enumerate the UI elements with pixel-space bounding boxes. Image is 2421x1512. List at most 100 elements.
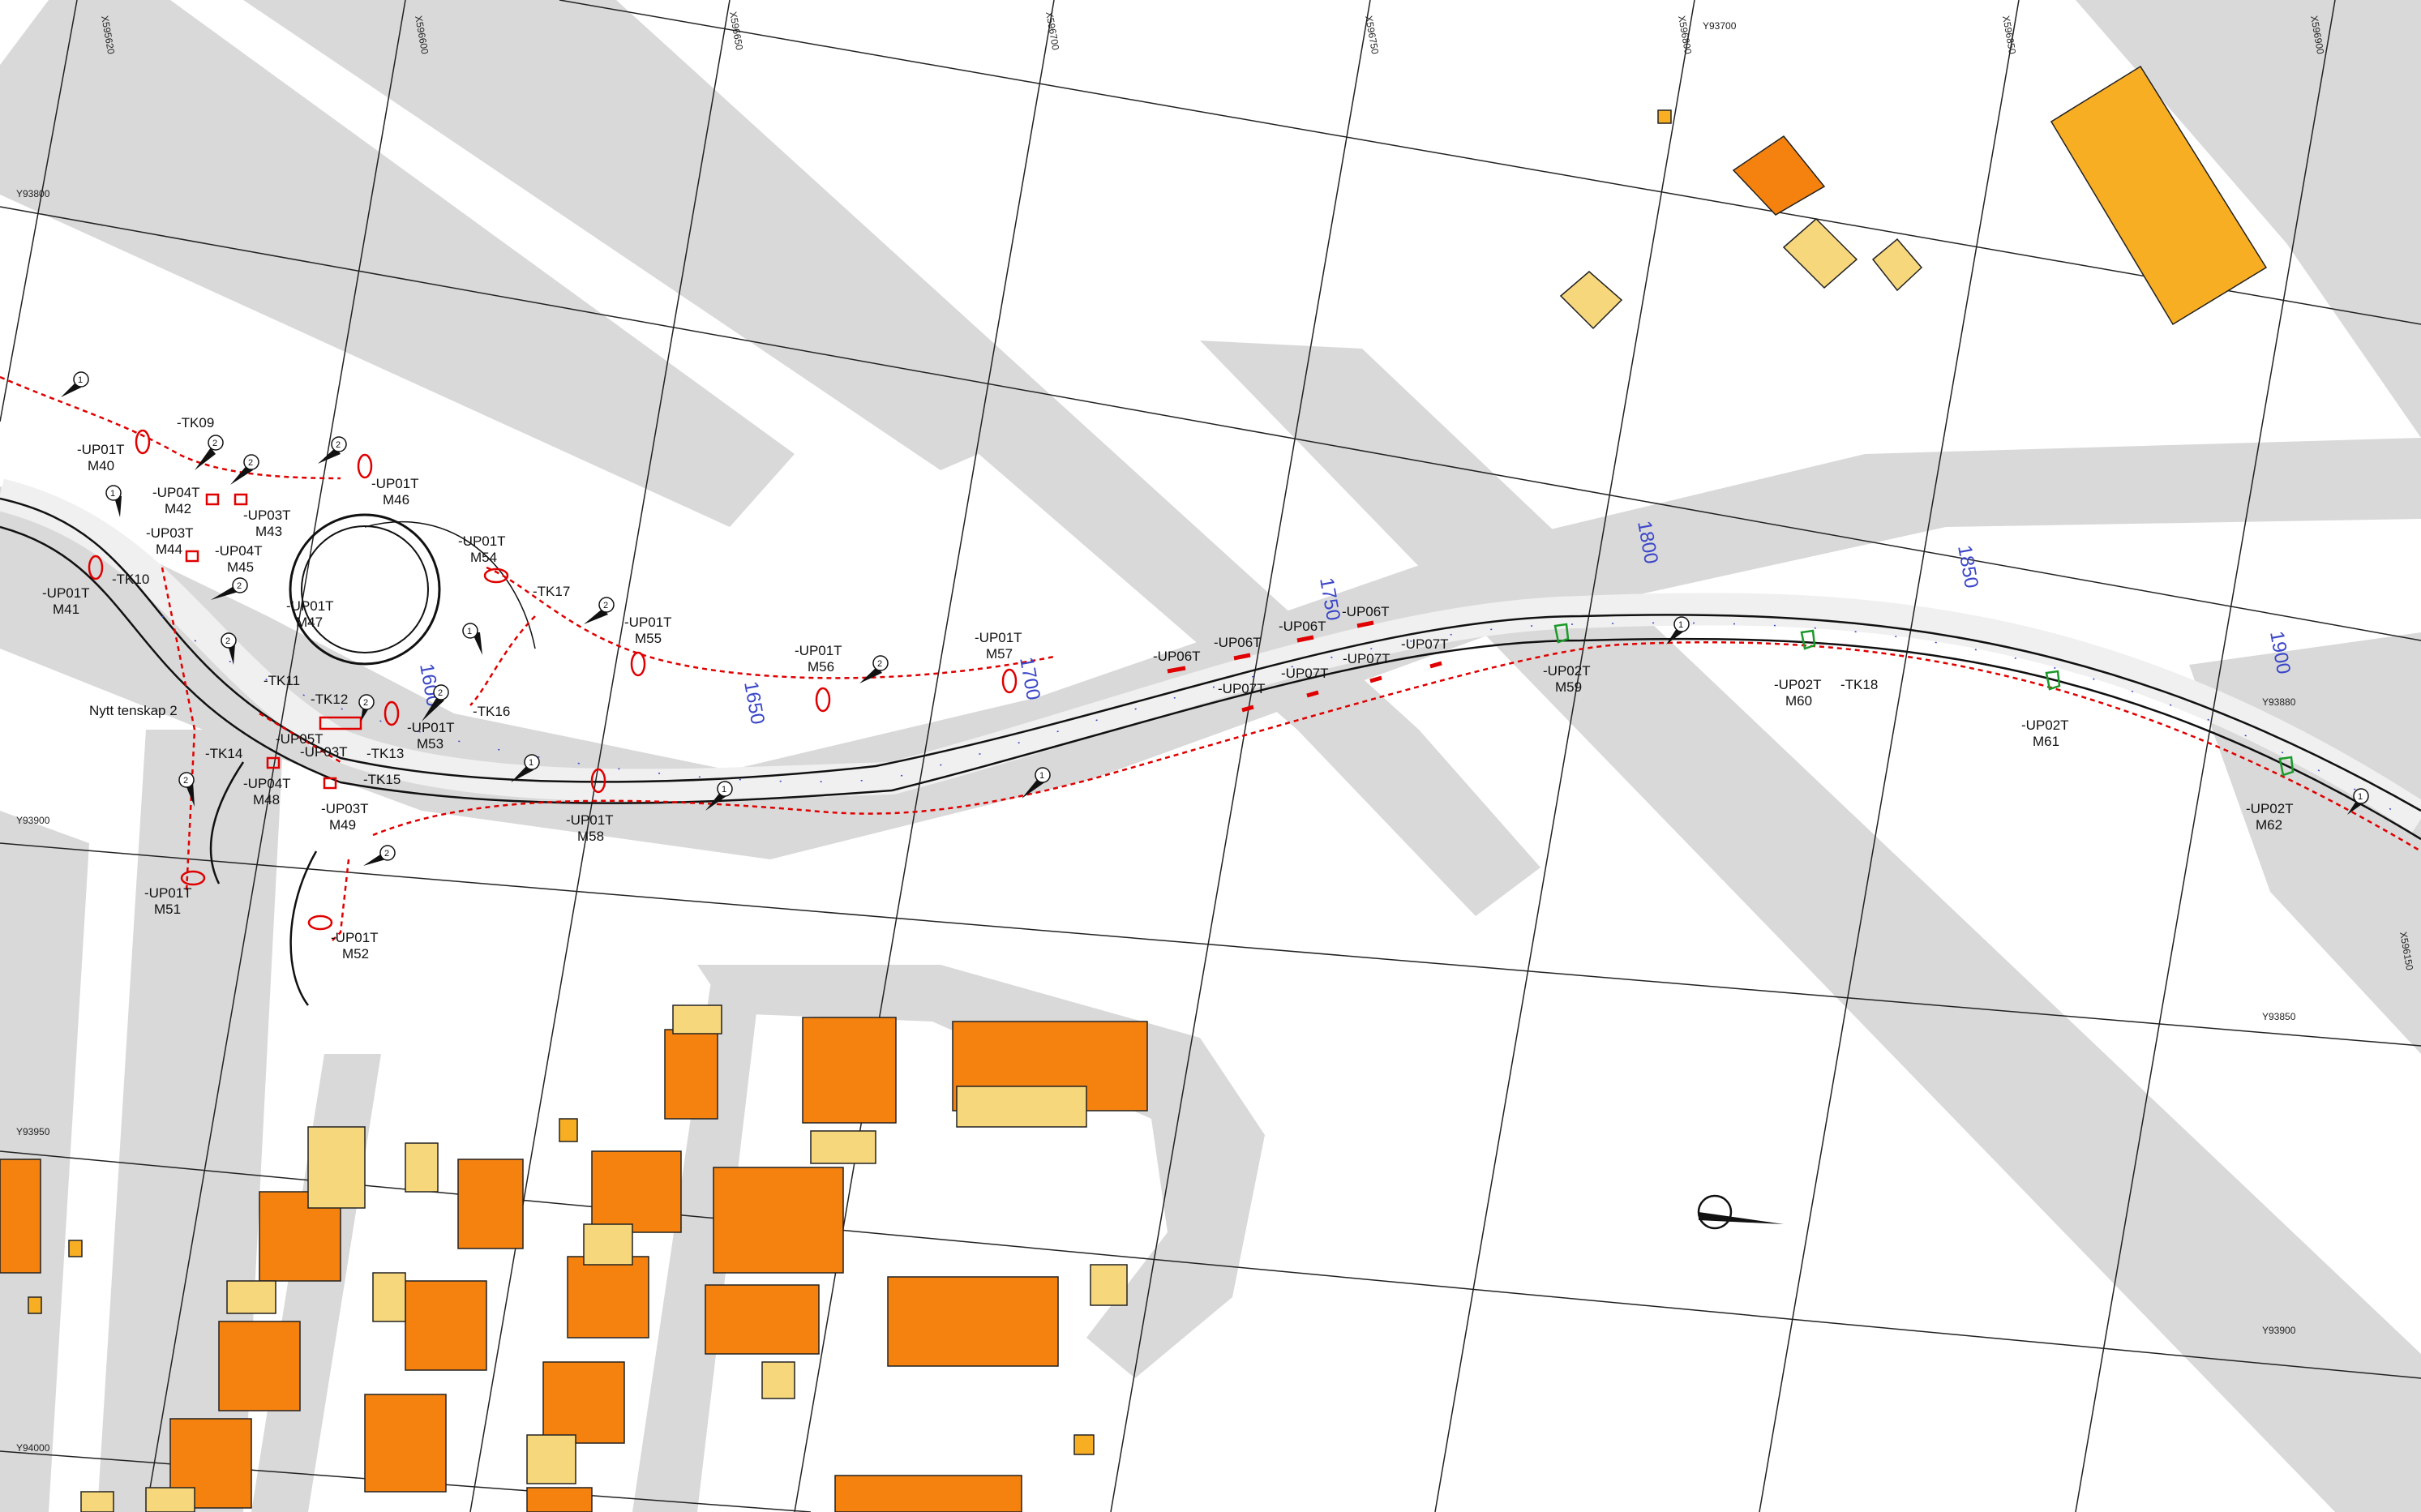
cable-label: -UP02T M61	[2021, 717, 2069, 749]
building-orange	[713, 1167, 844, 1274]
green-markers	[1553, 623, 2295, 777]
cable-label-line: M53	[417, 736, 443, 752]
cable-label: -UP03T	[300, 744, 348, 760]
callout-circle	[2353, 788, 2369, 804]
grid-line	[469, 0, 731, 1512]
building-light	[145, 1487, 195, 1512]
callout-tag: 2	[859, 655, 889, 683]
callout-tag: 2	[195, 435, 224, 470]
upgrade-dash	[1167, 666, 1186, 674]
road-vertical-left	[97, 730, 284, 1512]
cable-label: -UP01T M46	[371, 476, 419, 508]
building-orange	[457, 1159, 524, 1249]
building-small	[28, 1296, 42, 1314]
callout-circle	[872, 655, 889, 671]
cable-routes	[0, 375, 2421, 941]
upgrade-labels: -UP06T -UP06T -UP06T -UP06T -UP07T -UP07…	[1153, 604, 1449, 696]
roundabout-inner-ring	[301, 525, 429, 653]
junction-label: -TK16	[473, 704, 510, 719]
callout-tag: 1	[2347, 788, 2369, 815]
grid-label: Y93700	[1703, 20, 1737, 32]
cable-label: -UP01T M40	[77, 442, 125, 473]
cabinet-marker	[1001, 668, 1018, 694]
buildings	[0, 65, 2268, 1512]
callout-tag: 2	[178, 772, 195, 807]
cable-label-line: M59	[1555, 679, 1582, 695]
cable-label-line: M45	[227, 559, 254, 575]
upgrade-label: -UP07T	[1281, 666, 1329, 681]
cable-label-line: M46	[383, 492, 409, 508]
upgrade-dash	[1241, 705, 1254, 713]
building-orange	[364, 1394, 447, 1493]
building-light	[672, 1004, 722, 1034]
cable-label: -UP01T M41	[42, 585, 90, 617]
roundabout-outer-ring	[289, 513, 441, 666]
building-orange	[567, 1256, 649, 1339]
callout-number: 1	[529, 758, 533, 768]
building-orange	[887, 1276, 1059, 1367]
road-lower-middle	[632, 965, 762, 1512]
junction-label: -TK17	[533, 584, 570, 599]
building-light	[526, 1434, 576, 1484]
cable-label: -UP01T M53	[407, 720, 455, 752]
road-centre-white	[0, 478, 2421, 833]
cable-label-line: M42	[165, 501, 191, 516]
green-marker	[1800, 629, 1816, 650]
cable-label: -UP04T M48	[243, 776, 291, 807]
cable-label-line: M54	[470, 550, 497, 565]
callout-circle	[524, 754, 540, 770]
callout-circle	[243, 454, 259, 470]
callout-tag: 1	[61, 371, 89, 397]
junction-label: -TK18	[1840, 677, 1878, 692]
building-orange	[664, 1029, 718, 1120]
cabinet-marker	[815, 687, 831, 713]
building-orange	[405, 1280, 487, 1371]
callout-number: 1	[467, 627, 472, 636]
grid-line	[1759, 0, 2020, 1512]
cable-label-line: -UP01T	[624, 615, 672, 630]
callout-number: 2	[183, 776, 188, 786]
road-edges	[0, 497, 2421, 1006]
callout-tag: 2	[584, 597, 615, 624]
cable-route	[259, 712, 341, 764]
junction-label: -TK12	[311, 692, 348, 707]
cable-labels: -UP01T M40 -UP04T M42 -UP03T M43 -UP03T M44 …	[42, 442, 2294, 962]
road-band-right	[2076, 0, 2421, 438]
cabinet-marker	[323, 777, 337, 790]
cable-route	[161, 567, 196, 893]
cable-label-line: -UP02T	[2246, 801, 2294, 816]
upgrade-label: -UP06T	[1279, 619, 1326, 634]
callout-circle	[1035, 767, 1051, 783]
cable-label-line: -UP01T	[144, 885, 192, 901]
cable-label: -UP01T M51	[144, 885, 192, 917]
building-orange	[542, 1361, 625, 1444]
cable-label: -UP03T M49	[321, 801, 369, 833]
cabinet-marker	[590, 768, 606, 794]
cable-label: -UP03T M43	[243, 508, 291, 539]
callout-number: 2	[877, 659, 882, 669]
north-arrow-pointer	[1699, 1212, 1784, 1224]
grid-line	[0, 0, 78, 422]
cable-label-line: -UP04T	[152, 485, 200, 500]
grid-line	[0, 842, 2421, 1047]
building-small	[559, 1118, 578, 1142]
building-orange	[591, 1150, 682, 1233]
junction-label: -TK10	[112, 572, 149, 587]
junction-label: -TK09	[177, 415, 214, 430]
cable-label-line: -UP01T	[331, 930, 379, 945]
cable-label-line: -UP03T	[243, 508, 291, 523]
grid-label: Y93850	[2262, 1011, 2296, 1022]
cable-label-line: -UP01T	[42, 585, 90, 601]
junction-label: -TK11	[264, 673, 300, 688]
building-small	[1657, 109, 1672, 124]
building-amber-large	[2050, 65, 2268, 326]
road-edge-line	[0, 525, 2421, 841]
building-light	[1871, 238, 1923, 292]
cable-label: -UP01T M56	[795, 643, 842, 675]
cable-label-line: M56	[808, 659, 834, 675]
callout-circle	[717, 781, 733, 797]
cabinet-marker	[180, 870, 206, 886]
grid-label: Y93900	[2262, 1325, 2296, 1336]
upgrade-segments	[1167, 620, 1442, 713]
building-light	[226, 1280, 276, 1314]
